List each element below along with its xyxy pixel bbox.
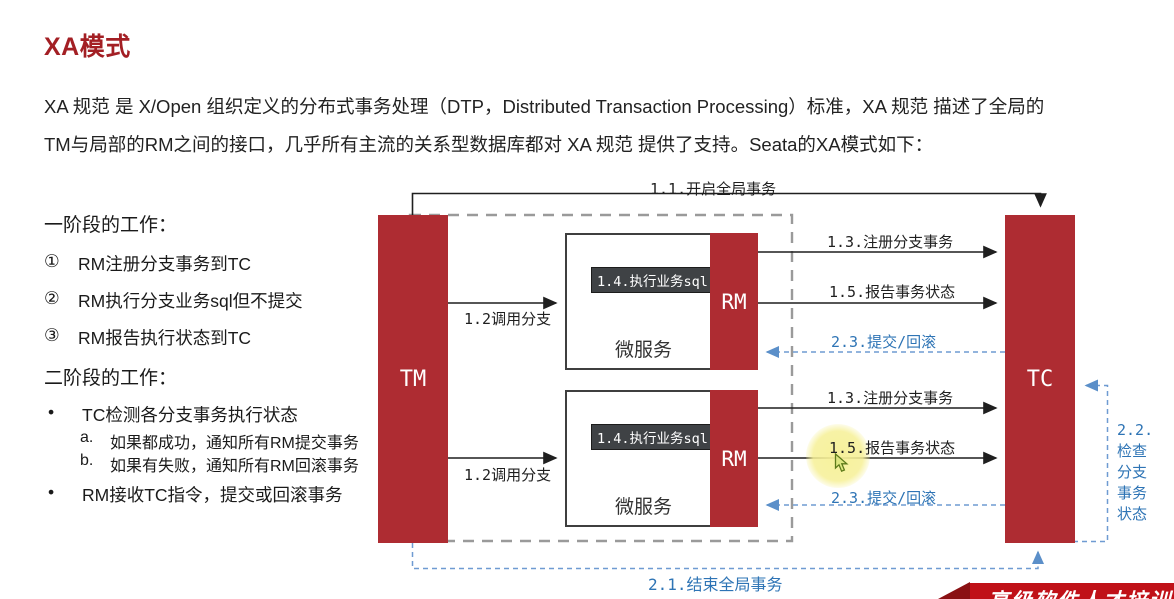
tc-box: TC <box>1005 215 1075 543</box>
label-end-global-tx: 2.1.结束全局事务 <box>648 575 783 594</box>
list-item: ② RM执行分支业务sql但不提交 <box>44 288 303 313</box>
label-report-status-1: 1.5.报告事务状态 <box>829 283 956 301</box>
list-marker: ③ <box>44 325 60 345</box>
list-item: ③ RM报告执行状态到TC <box>44 325 251 350</box>
arrow-end-global-tx <box>411 543 1044 570</box>
list-item-label: TC检测各分支事务执行状态 <box>82 405 298 425</box>
tm-box: TM <box>378 215 448 543</box>
list-item: • TC检测各分支事务执行状态 <box>48 402 298 427</box>
list-marker: ② <box>44 288 60 308</box>
list-item-label: RM执行分支业务sql但不提交 <box>78 291 303 311</box>
global-scope-dashed-box <box>408 213 794 543</box>
list-item-label: RM注册分支事务到TC <box>78 254 252 274</box>
tm-label: TM <box>399 366 427 392</box>
rm-box-1: RM <box>710 233 758 370</box>
rm-label-2: RM <box>721 446 747 471</box>
label-commit-rollback-2: 2.3.提交/回滚 <box>831 489 937 507</box>
list-marker: • <box>48 402 55 422</box>
label-report-status-2: 1.5.报告事务状态 <box>829 439 956 457</box>
list-item: • RM接收TC指令，提交或回滚事务 <box>48 482 343 507</box>
microservice-box-2: 1.4.执行业务sql RM 微服务 <box>565 390 758 527</box>
label-call-branch-2: 1.2调用分支 <box>464 466 552 484</box>
ribbon-text: 高级软件人才培训专 <box>988 585 1174 599</box>
label-check-branch-status: 2.2. 检查 分支 事务 状态 <box>1117 421 1154 523</box>
intro-line-1: XA 规范 是 X/Open 组织定义的分布式事务处理（DTP，Distribu… <box>44 96 1045 117</box>
watermark-ribbon: 高级软件人才培训专 <box>938 581 1174 599</box>
microservice-label-2: 微服务 <box>614 497 672 518</box>
list-marker: • <box>48 482 55 502</box>
list-item-label: 如果都成功，通知所有RM提交事务 <box>110 435 359 452</box>
label-register-branch-2: 1.3.注册分支事务 <box>827 389 954 407</box>
page-title: XA模式 <box>44 33 131 61</box>
list-item: ① RM注册分支事务到TC <box>44 251 251 276</box>
phase2-heading: 二阶段的工作： <box>44 368 178 389</box>
tc-label: TC <box>1026 366 1054 392</box>
list-item-label: RM报告执行状态到TC <box>78 328 252 348</box>
list-marker: ① <box>44 251 60 271</box>
list-marker: a. <box>80 429 94 446</box>
ribbon-band <box>956 583 1174 599</box>
exec-sql-badge-2: 1.4.执行业务sql <box>591 424 714 450</box>
phase1-heading: 一阶段的工作： <box>44 215 178 236</box>
intro-line-2: TM与局部的RM之间的接口，几乎所有主流的关系型数据库都对 XA 规范 提供了支… <box>44 134 934 155</box>
mouse-cursor-icon <box>834 453 849 473</box>
ribbon-fold <box>938 582 970 599</box>
list-subitem: b. 如果有失败，通知所有RM回滚事务 <box>80 452 359 476</box>
rm-box-2: RM <box>710 390 758 527</box>
microservice-box-1: 1.4.执行业务sql RM 微服务 <box>565 233 758 370</box>
arrow-begin-global-tx <box>411 192 1047 215</box>
list-item-label: 如果有失败，通知所有RM回滚事务 <box>110 458 359 475</box>
label-call-branch-1: 1.2调用分支 <box>464 310 552 328</box>
label-commit-rollback-1: 2.3.提交/回滚 <box>831 333 937 351</box>
rm-label-1: RM <box>721 289 747 314</box>
exec-sql-badge-1: 1.4.执行业务sql <box>591 267 714 293</box>
microservice-label-1: 微服务 <box>614 340 672 361</box>
intro-paragraph: XA 规范 是 X/Open 组织定义的分布式事务处理（DTP，Distribu… <box>44 88 1044 164</box>
label-register-branch-1: 1.3.注册分支事务 <box>827 233 954 251</box>
list-marker: b. <box>80 452 94 469</box>
list-subitem: a. 如果都成功，通知所有RM提交事务 <box>80 429 359 453</box>
list-item-label: RM接收TC指令，提交或回滚事务 <box>82 485 343 505</box>
label-begin-global-tx: 1.1.开启全局事务 <box>650 180 777 198</box>
arrow-check-branch-loop <box>1073 379 1109 543</box>
